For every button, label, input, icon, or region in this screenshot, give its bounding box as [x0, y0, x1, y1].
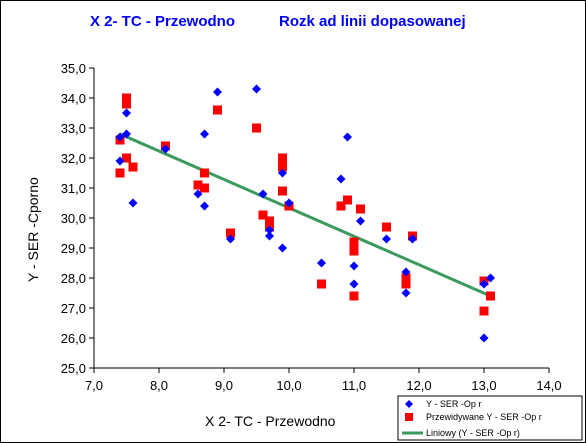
predicted-point — [122, 153, 131, 163]
observed-point — [265, 225, 274, 235]
y-tick-label: 28,0 — [61, 271, 86, 286]
x-tick-label: 13,0 — [471, 378, 496, 393]
chart-title-part1: X 2- TC - Przewodno — [90, 13, 235, 30]
predicted-point — [226, 228, 235, 238]
observed-point — [265, 231, 274, 241]
predicted-point — [265, 216, 274, 226]
x-tick-label: 14,0 — [536, 378, 561, 393]
observed-point — [408, 234, 417, 244]
predicted-point — [382, 222, 391, 232]
predicted-point — [128, 162, 138, 172]
legend: Y - SER -Op r Przewidywane Y - SER -Op r… — [397, 395, 583, 441]
observed-point — [479, 279, 489, 289]
x-tick-label: 7,0 — [85, 378, 103, 393]
predicted-point — [278, 162, 287, 172]
y-axis-label: Y - SER -Cporno — [25, 177, 41, 282]
predicted-point — [278, 153, 287, 163]
predicted-point — [349, 237, 359, 247]
y-tick-label: 35,0 — [61, 61, 86, 76]
observed-point — [122, 129, 131, 139]
observed-point — [252, 84, 261, 94]
observed-point — [356, 216, 365, 226]
observed-point — [278, 243, 287, 253]
observed-point — [128, 198, 138, 208]
legend-box — [397, 395, 583, 441]
y-tick-label: 29,0 — [61, 241, 86, 256]
observed-point — [213, 87, 222, 97]
y-tick-label: 33,0 — [61, 121, 86, 136]
y-tick-label: 34,0 — [61, 91, 86, 106]
predicted-point — [317, 279, 326, 289]
x-tick-label: 10,0 — [276, 378, 301, 393]
observed-point — [200, 201, 209, 211]
predicted-point — [193, 180, 203, 190]
observed-point — [479, 333, 489, 343]
predicted-point — [122, 93, 131, 103]
predicted-point — [343, 195, 352, 205]
observed-point — [349, 279, 359, 289]
legend-series-3: Liniowy (Y - SER -Op r) — [426, 428, 520, 438]
predicted-point — [349, 246, 359, 256]
observed-point — [486, 273, 495, 283]
predicted-point — [200, 183, 209, 193]
predicted-point — [258, 210, 268, 220]
y-tick-label: 32,0 — [61, 151, 86, 166]
observed-point — [349, 261, 359, 271]
x-tick-label: 11,0 — [342, 378, 366, 393]
observed-point — [115, 156, 125, 166]
observed-point — [382, 234, 391, 244]
predicted-point — [252, 123, 261, 133]
legend-square-icon — [405, 413, 413, 421]
trend-line — [119, 132, 492, 298]
observed-point — [122, 108, 131, 118]
observed-point — [200, 129, 209, 139]
observed-point — [115, 132, 125, 142]
y-tick-label: 26,0 — [61, 331, 86, 346]
legend-diamond-icon — [405, 400, 413, 408]
observed-point — [278, 168, 287, 178]
predicted-point — [486, 291, 495, 301]
x-axis-label: X 2- TC - Przewodno — [205, 413, 336, 429]
observed-point — [193, 189, 203, 199]
observed-point — [336, 174, 346, 184]
predicted-point — [336, 201, 346, 211]
observed-point — [343, 132, 352, 142]
predicted-point — [115, 168, 125, 178]
observed-point — [401, 267, 411, 277]
y-tick-label: 25,0 — [61, 361, 86, 376]
x-tick-label: 8,0 — [150, 378, 168, 393]
predicted-point — [122, 99, 131, 109]
observed-point — [401, 288, 411, 298]
predicted-point — [356, 204, 365, 214]
predicted-point — [401, 273, 411, 283]
observed-point — [258, 189, 268, 199]
observed-point — [284, 198, 294, 208]
y-tick-label: 27,0 — [61, 301, 86, 316]
predicted-point — [278, 186, 287, 196]
observed-point — [161, 144, 170, 154]
y-tick-label: 30,0 — [61, 211, 86, 226]
observed-point — [317, 258, 326, 268]
x-tick-label: 12,0 — [406, 378, 431, 393]
predicted-point — [479, 306, 489, 316]
predicted-point — [401, 279, 411, 289]
chart-title-part2: Rozk ad linii dopasowanej — [279, 13, 466, 30]
legend-series-2: Przewidywane Y - SER -Op r — [426, 412, 542, 422]
observed-point — [226, 234, 235, 244]
legend-series-1: Y - SER -Op r — [426, 399, 481, 409]
y-tick-label: 31,0 — [61, 181, 86, 196]
predicted-point — [200, 168, 209, 178]
x-tick-label: 9,0 — [215, 378, 233, 393]
predicted-point — [213, 105, 222, 115]
plot-area: 7,0 8,0 9,0 10,0 11,0 12,0 13,0 14,0 25,0 26,0 27,… — [61, 61, 562, 393]
predicted-point — [349, 291, 359, 301]
